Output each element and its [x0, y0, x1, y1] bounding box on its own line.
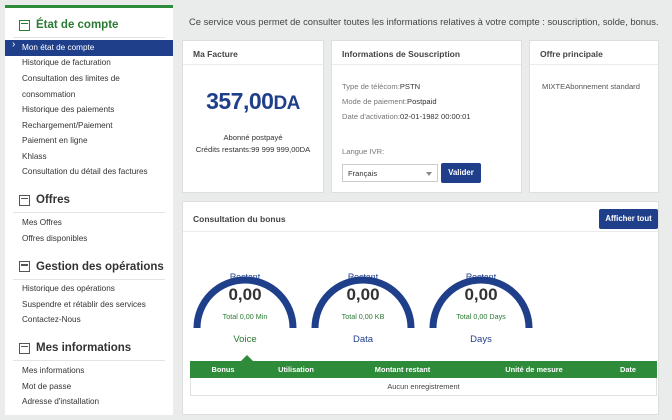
activation-date: Date d'activation:02-01-1982 00:00:01 [342, 112, 471, 121]
valider-button[interactable]: Valider [441, 163, 481, 183]
col-utilisation: Utilisation [278, 365, 314, 374]
section-title-offres: Offres [5, 189, 173, 211]
divider [13, 37, 165, 38]
credits-remaining: Crédits restants:99 999 999,00DA [195, 145, 311, 154]
col-bonus: Bonus [211, 365, 235, 374]
offre-text: MIXTEAbonnement standard [542, 82, 640, 91]
sidebar-item-limites-consommation[interactable]: Consultation des limites de consommation [22, 74, 120, 99]
gauge-name[interactable]: Days [470, 334, 492, 345]
sidebar-item-khlass[interactable]: Khlass [22, 151, 47, 161]
sidebar-item-offres-disponibles[interactable]: Offres disponibles [22, 233, 88, 243]
sidebar-item-mon-etat-de-compte[interactable]: Mon état de compte [5, 40, 173, 56]
gauge-total: Total 0,00 Days [456, 312, 506, 321]
active-tab-pointer [241, 355, 253, 361]
gauge-value: 0,00 [346, 285, 380, 304]
bonus-table: Bonus Utilisation Montant restant Unité … [190, 361, 657, 396]
sidebar-item-adresse-installation[interactable]: Adresse d'installation [22, 397, 100, 407]
sidebar-item-historique-paiements[interactable]: Historique des paiements [22, 104, 115, 114]
divider [13, 212, 165, 214]
section-title-mes-informations: Mes informations [5, 337, 173, 359]
col-montant-restant: Montant restant [374, 365, 431, 374]
telecom-type: Type de télécom:PSTN [342, 82, 421, 91]
list-icon [19, 19, 30, 31]
subscriber-type: Abonné postpayé [223, 133, 283, 142]
sidebar-item-contactez-nous[interactable]: Contactez-Nous [22, 315, 81, 325]
gauge-value: 0,00 [228, 285, 262, 304]
gauge-days: Restant 0,00 Total 0,00 Days Days [425, 250, 537, 350]
sidebar-item-mes-offres[interactable]: Mes Offres [22, 217, 62, 227]
facture-amount: 357,00DA [206, 88, 300, 114]
gauge-restant-label: Restant [347, 272, 379, 282]
sidebar-item-mot-de-passe[interactable]: Mot de passe [22, 381, 72, 391]
souscription-card: Informations de Souscription Type de tél… [331, 40, 522, 193]
ivr-language-label: Langue IVR: [342, 147, 385, 156]
intro-text: Ce service vous permet de consulter tout… [189, 16, 659, 27]
afficher-tout-button[interactable]: Afficher tout [599, 209, 658, 229]
sidebar-item-suspendre-services[interactable]: Suspendre et rétablir des services [22, 299, 146, 309]
list-icon [19, 194, 30, 206]
section-title-etat-de-compte: État de compte [5, 14, 173, 36]
section-title-gestion-operations: Gestion des opérations [5, 256, 173, 278]
offre-title: Offre principale [530, 41, 658, 65]
facture-card: Ma Facture 357,00DA Abonné postpayé Créd… [182, 40, 324, 193]
ivr-language-select[interactable]: Français [342, 164, 438, 182]
gauge-arc [311, 276, 415, 329]
gauge-total: Total 0,00 KB [341, 312, 385, 321]
sidebar-item-historique-facturation[interactable]: Historique de facturation [22, 58, 111, 68]
souscription-title: Informations de Souscription [332, 41, 521, 65]
offre-card: Offre principale MIXTEAbonnement standar… [529, 40, 659, 193]
gauge-restant-label: Restant [465, 272, 497, 282]
gauge-value: 0,00 [464, 285, 498, 304]
gauge-data: Restant 0,00 Total 0,00 KB Data [307, 250, 419, 350]
divider [13, 360, 165, 362]
list-icon [19, 261, 30, 273]
gauge-voice: Restant 0,00 Total 0,00 Min Voice [189, 250, 301, 350]
sidebar: État de compte Mon état de compte Histor… [5, 5, 173, 415]
sidebar-item-detail-factures[interactable]: Consultation du détail des factures [22, 167, 148, 177]
table-empty-row: Aucun enregistrement [190, 378, 657, 396]
caret-down-icon [426, 172, 432, 176]
gauge-arc [429, 276, 533, 329]
sidebar-item-historique-operations[interactable]: Historique des opérations [22, 284, 115, 294]
table-header: Bonus Utilisation Montant restant Unité … [190, 361, 657, 378]
sidebar-item-rechargement[interactable]: Rechargement/Paiement [22, 120, 113, 130]
gauge-total: Total 0,00 Min [222, 312, 268, 321]
gauge-restant-label: Restant [229, 272, 261, 282]
list-icon [19, 342, 30, 354]
gauge-name[interactable]: Data [352, 334, 374, 345]
divider [13, 278, 165, 280]
col-unite-mesure: Unité de mesure [505, 365, 563, 374]
gauge-arc [193, 276, 297, 329]
gauge-name[interactable]: Voice [233, 334, 257, 345]
bonus-title: Consultation du bonus [183, 202, 658, 232]
payment-mode: Mode de paiement:Postpaid [342, 97, 437, 106]
col-date: Date [619, 365, 637, 374]
sidebar-item-paiement-en-ligne[interactable]: Paiement en ligne [22, 136, 88, 146]
facture-title: Ma Facture [183, 41, 323, 65]
sidebar-item-mes-informations[interactable]: Mes informations [22, 365, 85, 375]
